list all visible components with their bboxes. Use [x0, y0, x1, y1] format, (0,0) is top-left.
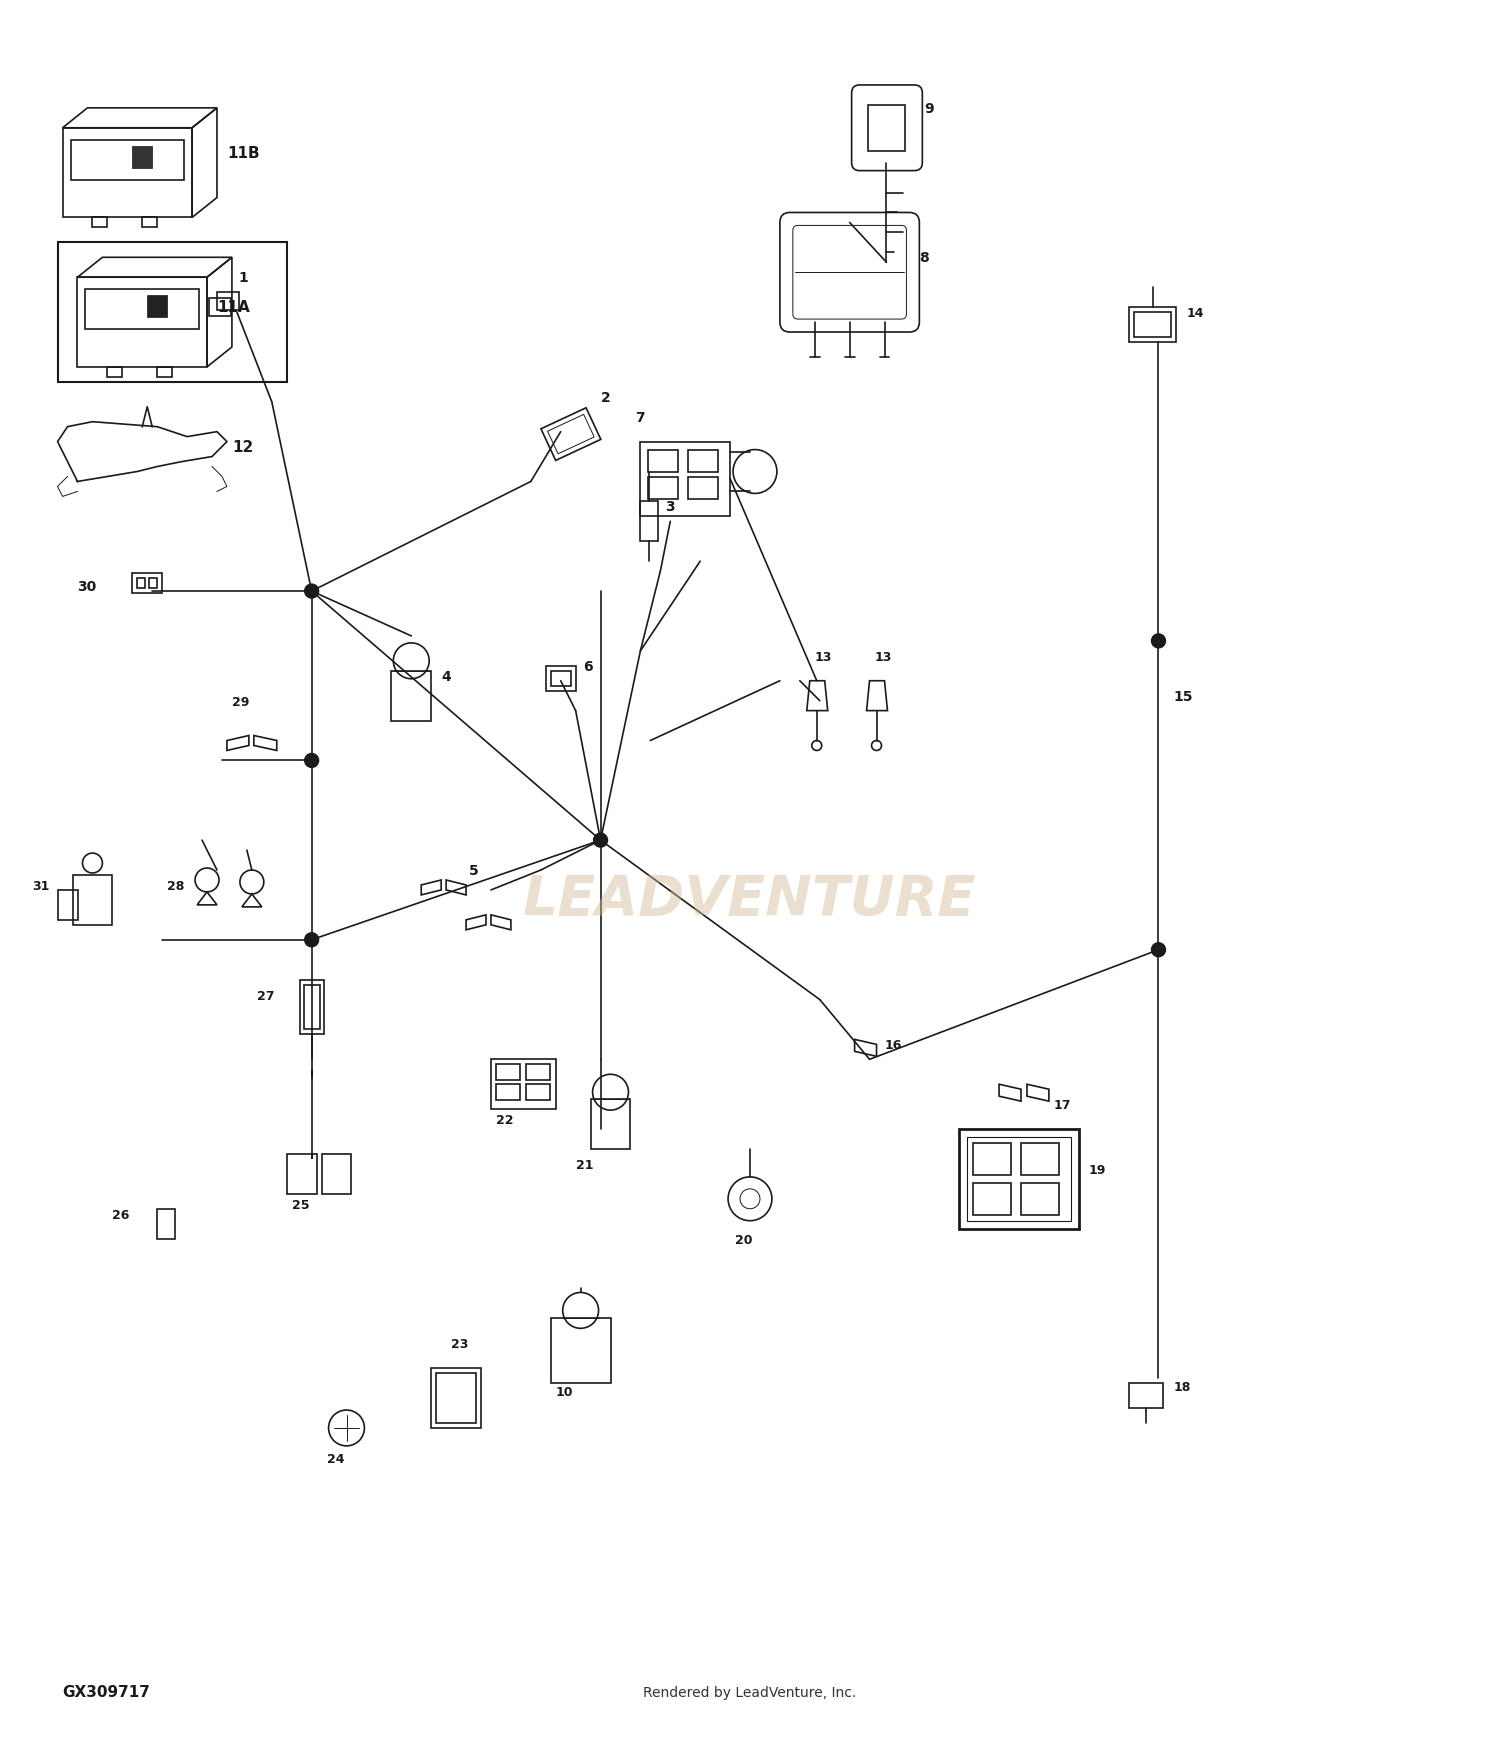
Text: 29: 29 — [232, 696, 249, 709]
Bar — [1134, 312, 1172, 338]
Text: 13: 13 — [874, 651, 892, 663]
Bar — [542, 408, 602, 460]
Text: 15: 15 — [1173, 690, 1192, 704]
Bar — [392, 670, 430, 721]
Text: 10: 10 — [555, 1386, 573, 1398]
Bar — [496, 1085, 520, 1101]
Bar — [147, 296, 166, 317]
Bar — [526, 1064, 549, 1080]
Circle shape — [304, 584, 318, 598]
Bar — [321, 1153, 351, 1194]
Text: 5: 5 — [470, 864, 478, 878]
Bar — [286, 1153, 316, 1194]
Text: 19: 19 — [1089, 1164, 1106, 1178]
Bar — [148, 578, 158, 588]
Bar — [158, 1209, 176, 1239]
Bar — [57, 891, 78, 920]
Text: 6: 6 — [584, 660, 592, 674]
Bar — [72, 875, 112, 924]
Bar — [138, 578, 146, 588]
Text: 26: 26 — [112, 1209, 129, 1222]
Text: 3: 3 — [666, 500, 675, 514]
Bar — [436, 1374, 476, 1423]
Text: GX309717: GX309717 — [63, 1685, 150, 1699]
Text: 21: 21 — [576, 1158, 592, 1172]
Text: 12: 12 — [232, 439, 254, 455]
Bar — [132, 145, 152, 168]
Bar — [108, 368, 123, 376]
Text: 2: 2 — [600, 390, 610, 404]
Bar — [142, 217, 158, 228]
Text: 11B: 11B — [226, 145, 260, 161]
Bar — [640, 502, 658, 541]
Bar — [300, 980, 324, 1034]
Bar — [70, 140, 184, 180]
Text: 28: 28 — [166, 880, 184, 892]
Text: 9: 9 — [924, 102, 934, 116]
Text: 22: 22 — [496, 1115, 513, 1127]
Bar — [1022, 1183, 1059, 1214]
Text: 18: 18 — [1173, 1381, 1191, 1395]
Text: 27: 27 — [256, 989, 274, 1003]
Bar — [57, 242, 286, 382]
Bar — [209, 298, 231, 317]
Bar — [958, 1129, 1078, 1228]
Bar — [688, 450, 718, 471]
Text: 4: 4 — [441, 670, 452, 684]
Text: 25: 25 — [291, 1199, 309, 1211]
Text: 7: 7 — [636, 411, 645, 425]
Text: 14: 14 — [1186, 306, 1204, 320]
Bar — [640, 441, 730, 516]
Bar — [1128, 1382, 1164, 1409]
Bar — [490, 1059, 555, 1110]
Text: LEADVENTURE: LEADVENTURE — [524, 873, 976, 928]
Bar — [550, 670, 570, 686]
Text: 11A: 11A — [217, 299, 249, 315]
Bar — [1128, 306, 1176, 341]
Bar — [132, 572, 162, 593]
Bar — [550, 1318, 610, 1382]
Circle shape — [594, 833, 608, 847]
Bar — [648, 478, 678, 499]
Bar — [648, 450, 678, 471]
Circle shape — [304, 754, 318, 768]
Bar — [78, 276, 207, 368]
Bar — [1022, 1143, 1059, 1174]
Bar — [93, 217, 108, 228]
Text: 17: 17 — [1054, 1099, 1071, 1113]
Text: 30: 30 — [78, 579, 96, 593]
Circle shape — [1152, 943, 1166, 957]
Bar — [303, 985, 320, 1029]
Bar — [217, 292, 238, 310]
Bar — [548, 415, 594, 453]
Text: 13: 13 — [815, 651, 833, 663]
Bar — [974, 1183, 1011, 1214]
Bar — [974, 1143, 1011, 1174]
Bar — [63, 128, 192, 217]
Bar — [430, 1368, 482, 1428]
Bar — [591, 1099, 630, 1150]
Bar — [968, 1138, 1071, 1222]
Bar — [496, 1064, 520, 1080]
Bar — [688, 478, 718, 499]
Text: 20: 20 — [735, 1234, 753, 1246]
Text: 8: 8 — [920, 252, 928, 266]
Text: 31: 31 — [33, 880, 50, 892]
Bar — [526, 1085, 549, 1101]
Bar — [86, 289, 200, 329]
Text: Rendered by LeadVenture, Inc.: Rendered by LeadVenture, Inc. — [644, 1685, 856, 1699]
Text: 24: 24 — [327, 1452, 344, 1466]
Text: 16: 16 — [885, 1040, 902, 1052]
Bar — [158, 368, 172, 376]
Circle shape — [1152, 634, 1166, 648]
Text: 23: 23 — [452, 1339, 468, 1351]
Bar — [546, 665, 576, 691]
Bar — [867, 105, 906, 150]
Text: 1: 1 — [238, 271, 249, 285]
Circle shape — [304, 933, 318, 947]
